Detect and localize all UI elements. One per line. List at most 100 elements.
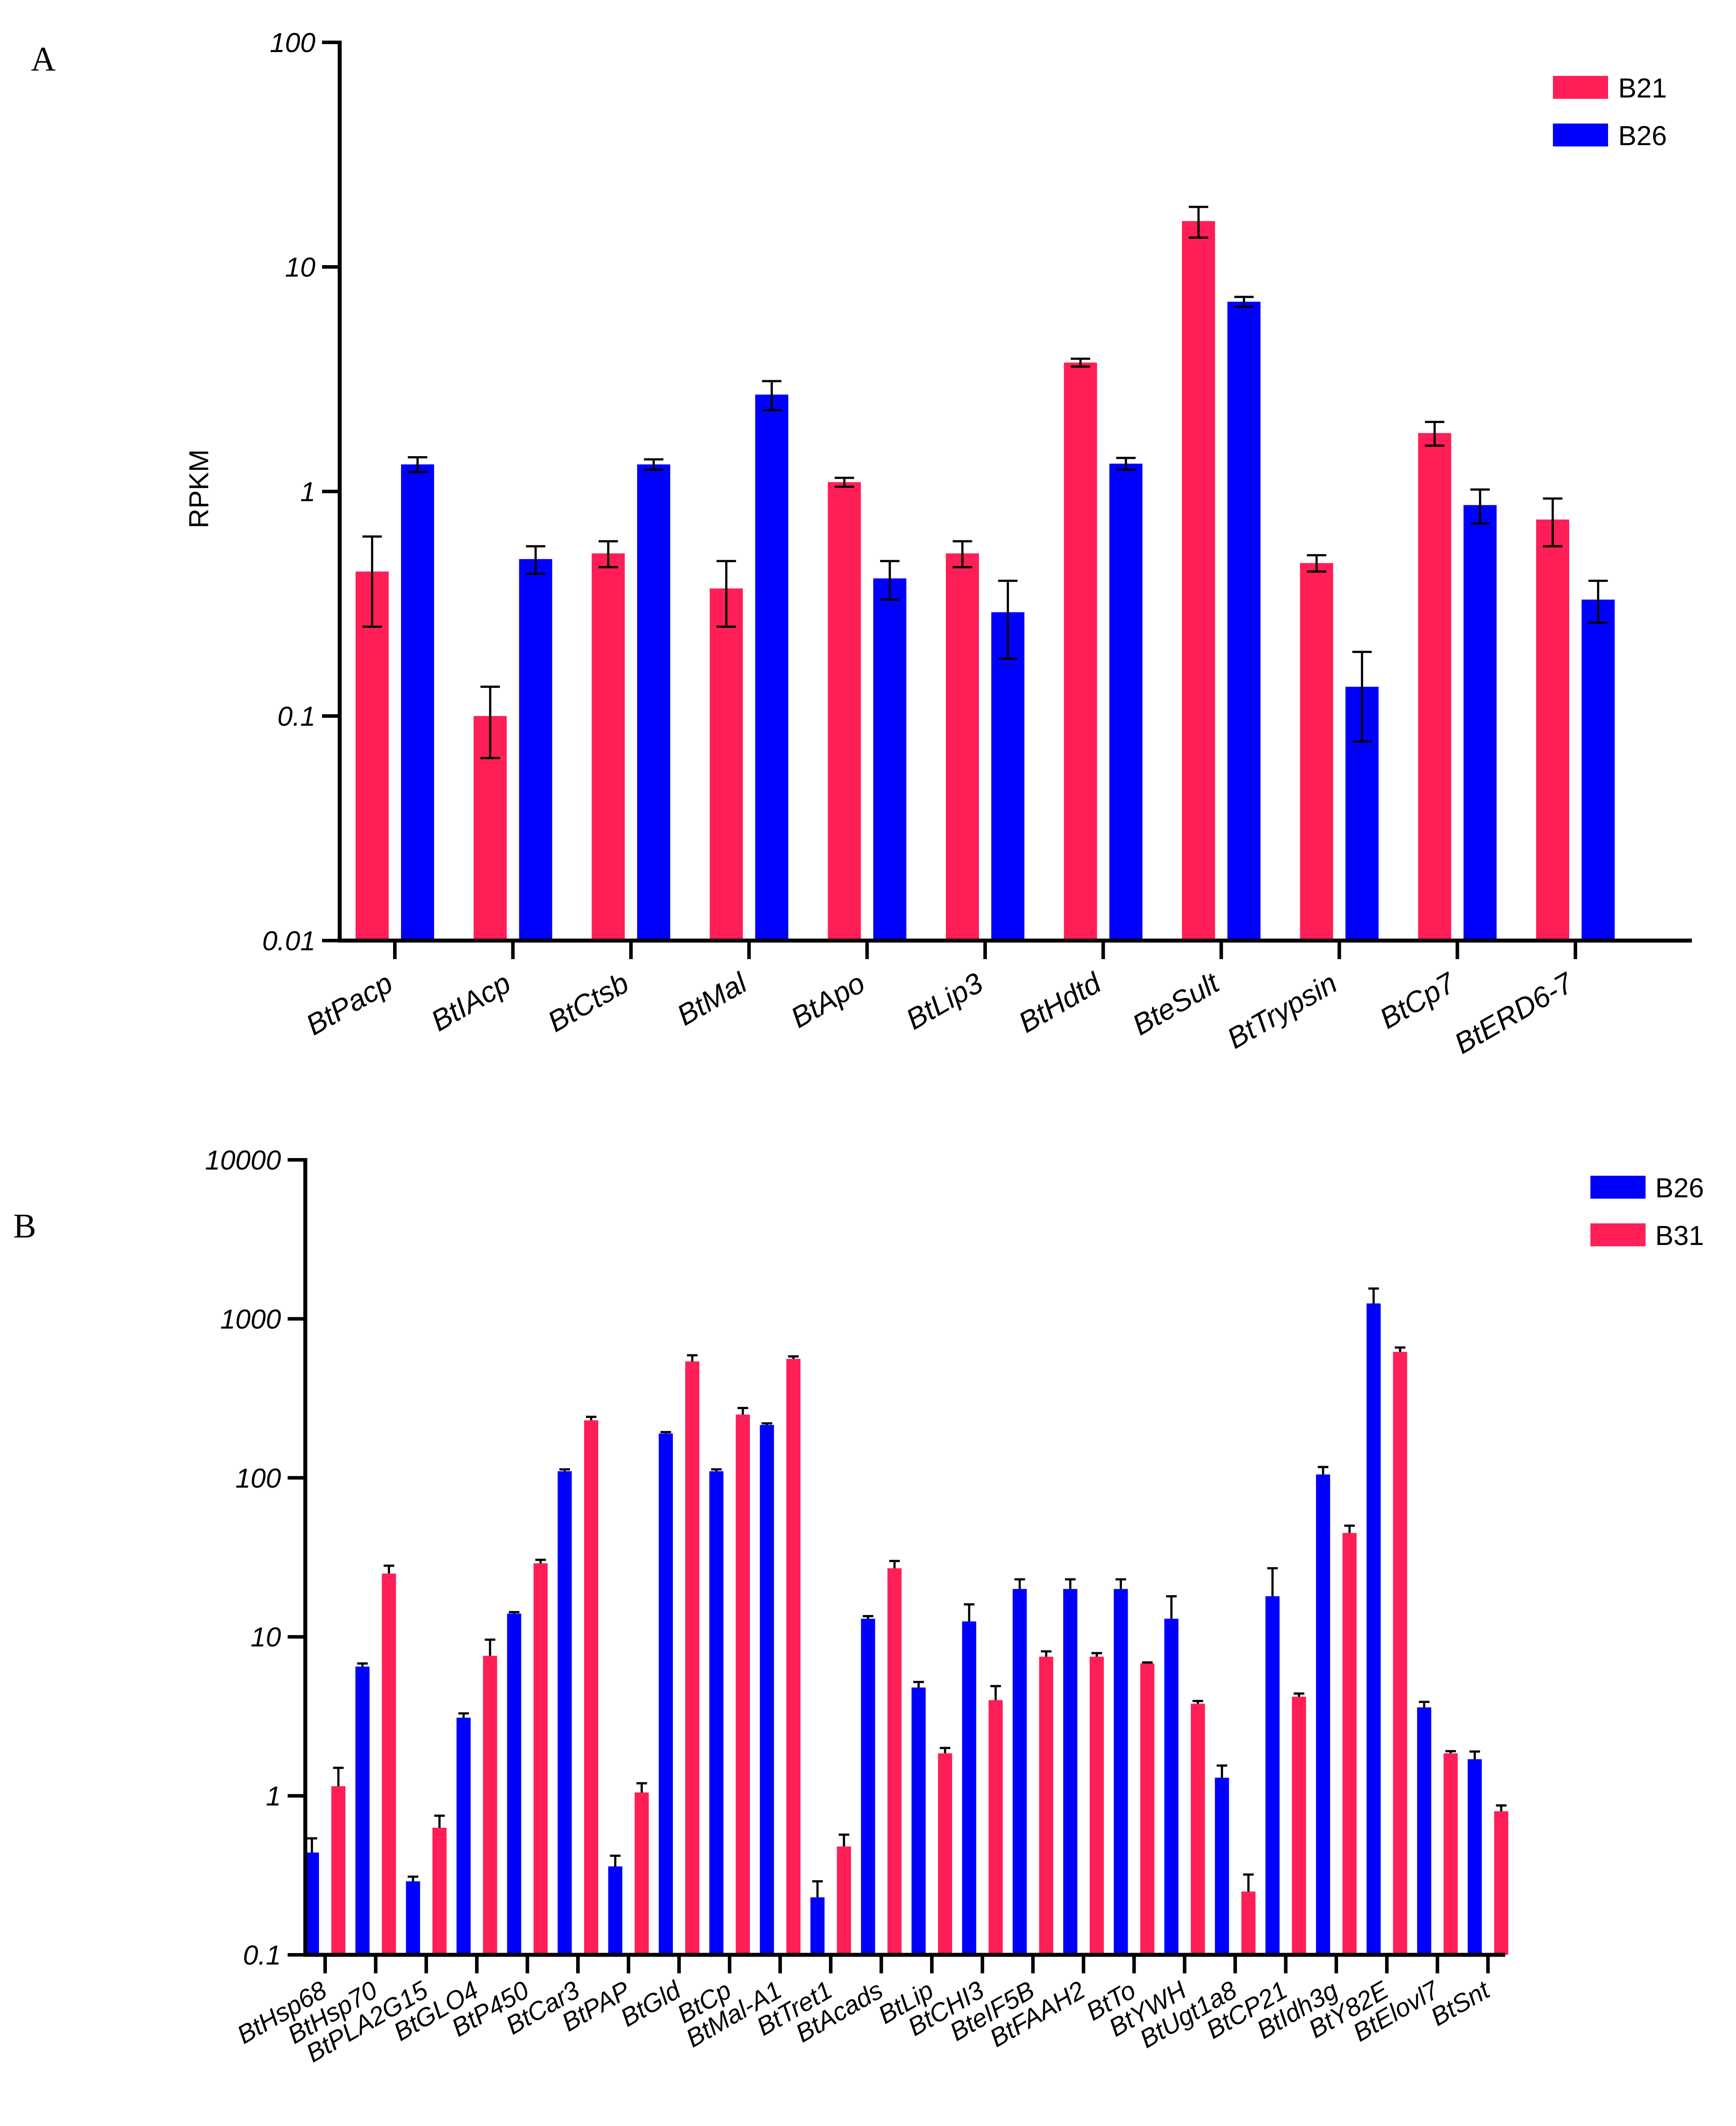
bar-b31-btcp21 (1292, 1696, 1306, 1955)
bar-b26-btp450 (507, 1613, 521, 1955)
error-bar-b26-bteif5b (1014, 1578, 1025, 1589)
error-bar-b26-btapo (880, 560, 900, 601)
bar-b26-btpacp (401, 464, 434, 941)
error-bar-b26-btchi3 (964, 1603, 975, 1622)
bar-b26-bty82e (1366, 1303, 1381, 1955)
error-bar-b31-btp450 (535, 1559, 546, 1564)
bar-b21-bttrypsin (1300, 563, 1333, 941)
bar-b31-btacads (887, 1568, 902, 1955)
error-bar-b26-bterd6-7 (1588, 580, 1608, 624)
bar-b31-btglo4 (483, 1656, 497, 1955)
x-label-btctsb: BtCtsb (542, 966, 634, 1038)
bar-b26-btcp21 (1265, 1596, 1280, 1955)
error-bar-b26-btglo4 (458, 1712, 469, 1718)
bar-b26-btacads (861, 1619, 875, 1955)
error-bar-b31-bthsp70 (383, 1564, 394, 1574)
error-bar-b21-bterd6-7 (1543, 497, 1563, 547)
error-bar-b31-btto (1142, 1661, 1153, 1664)
bar-b26-btsnt (1467, 1759, 1482, 1955)
legend-swatch-b26 (1553, 124, 1608, 146)
bar-b26-btgld (659, 1433, 673, 1955)
error-bar-b21-btapo (834, 476, 854, 488)
b-y-tick-label: 0.1 (243, 1940, 281, 1971)
error-bar-b31-btidh3g (1344, 1524, 1355, 1533)
error-bar-b21-btcp7 (1425, 420, 1444, 447)
a-y-tick-label: 0.1 (277, 701, 315, 732)
error-bar-b26-bty82e (1368, 1287, 1379, 1304)
bar-b31-btpap (634, 1792, 649, 1955)
b-y-tick-label: 100 (236, 1463, 281, 1494)
panel-a-axes (337, 41, 1692, 943)
bar-b26-btapo (873, 578, 907, 941)
error-bar-b31-btugt1a8 (1243, 1873, 1254, 1892)
x-label-btapo: BtApo (785, 966, 870, 1034)
x-label-btmal: BtMal (671, 966, 753, 1032)
bar-b31-bthsp70 (382, 1573, 396, 1955)
error-bar-b26-btmal (762, 380, 782, 412)
b-y-tick-label: 10000 (205, 1145, 281, 1176)
panel-a-x-ticks (393, 941, 1577, 959)
bar-b26-btfaah2 (1063, 1589, 1077, 1955)
error-bar-b26-btidh3g (1318, 1466, 1328, 1475)
error-bar-b26-btlip3 (998, 580, 1018, 660)
x-label-btiacp: BtIAcp (425, 966, 516, 1037)
error-bar-b21-bthdtd (1071, 357, 1091, 368)
bar-b31-bteif5b (1039, 1657, 1054, 1955)
error-bar-b26-btpla2g15 (408, 1875, 419, 1882)
bar-b26-bttret1 (810, 1897, 825, 1955)
bar-b31-btp450 (533, 1563, 548, 1955)
x-label-bthdtd: BtHdtd (1013, 966, 1107, 1039)
bar-b26-bterd6-7 (1582, 600, 1615, 941)
bar-b31-btywh (1191, 1703, 1205, 1955)
bar-b26-btto (1114, 1589, 1128, 1955)
panel-a-bars (356, 221, 1615, 941)
a-y-tick-label: 10 (285, 252, 315, 283)
panel-a-y-axis-label: RPKM (184, 449, 214, 528)
x-label-btcp7: BtCp7 (1374, 966, 1462, 1035)
panel-b-x-ticks (323, 1955, 1490, 1973)
bar-b26-btchi3 (962, 1621, 976, 1955)
b-y-tick-label: 10 (251, 1622, 281, 1653)
error-bar-b26-btcp (711, 1468, 722, 1471)
bar-b21-bthdtd (1064, 362, 1097, 941)
panel-a-y-ticks: 0.01 0.1 1 10 100 (262, 28, 340, 956)
bar-b26-btlip3 (991, 612, 1024, 941)
bar-b26-btmal-a1 (760, 1425, 774, 1955)
error-bar-b31-btglo4 (484, 1639, 495, 1656)
bar-b31-btugt1a8 (1241, 1891, 1256, 1955)
panel-b-x-tick-labels: BtHsp68BtHsp70BtPLA2G15BtGLO4BtP450BtCar… (232, 1975, 1495, 2068)
bar-b26-btglo4 (456, 1717, 471, 1955)
error-bar-b21-btmal (716, 560, 736, 628)
error-bar-b31-btmal-a1 (788, 1355, 799, 1359)
error-bar-b31-btelovl7 (1445, 1750, 1456, 1754)
error-bar-b26-btcar3 (559, 1468, 570, 1471)
error-bar-b26-bttrypsin (1352, 651, 1372, 743)
error-bar-b26-btcp7 (1470, 488, 1490, 525)
legend-swatch-b26-panel-b (1590, 1176, 1646, 1199)
bar-b21-btapo (828, 482, 861, 941)
error-bar-b31-btpap (636, 1782, 647, 1792)
error-bar-b26-btywh (1166, 1595, 1177, 1619)
bar-b26-btmal (755, 394, 788, 941)
bar-b31-btfaah2 (1090, 1657, 1104, 1955)
bar-b21-bterd6-7 (1536, 519, 1569, 941)
bar-b26-btcp7 (1463, 505, 1497, 941)
error-bar-b26-btcp21 (1267, 1567, 1278, 1597)
error-bar-b21-btctsb (598, 540, 618, 569)
bar-b31-btchi3 (988, 1700, 1003, 1955)
error-bar-b26-btelovl7 (1419, 1701, 1430, 1708)
error-bar-b26-btugt1a8 (1216, 1764, 1227, 1778)
error-bar-b26-btiacp (526, 545, 546, 575)
error-bar-b26-btpap (610, 1854, 621, 1867)
bar-b26-btesult (1227, 301, 1261, 941)
error-bar-b26-btpacp (408, 456, 427, 473)
a-y-tick-label: 0.01 (262, 926, 315, 956)
error-bar-b26-btmal-a1 (761, 1422, 772, 1425)
error-bar-b21-btlip3 (952, 540, 972, 569)
legend-label-b21: B21 (1618, 73, 1667, 104)
panel-b-label: B (13, 1207, 36, 1245)
bar-b26-bthsp70 (355, 1666, 370, 1955)
x-label-btesult: BteSult (1127, 966, 1226, 1042)
panel-b-bars (305, 1303, 1508, 1955)
panel-a-error-bars (362, 206, 1608, 759)
